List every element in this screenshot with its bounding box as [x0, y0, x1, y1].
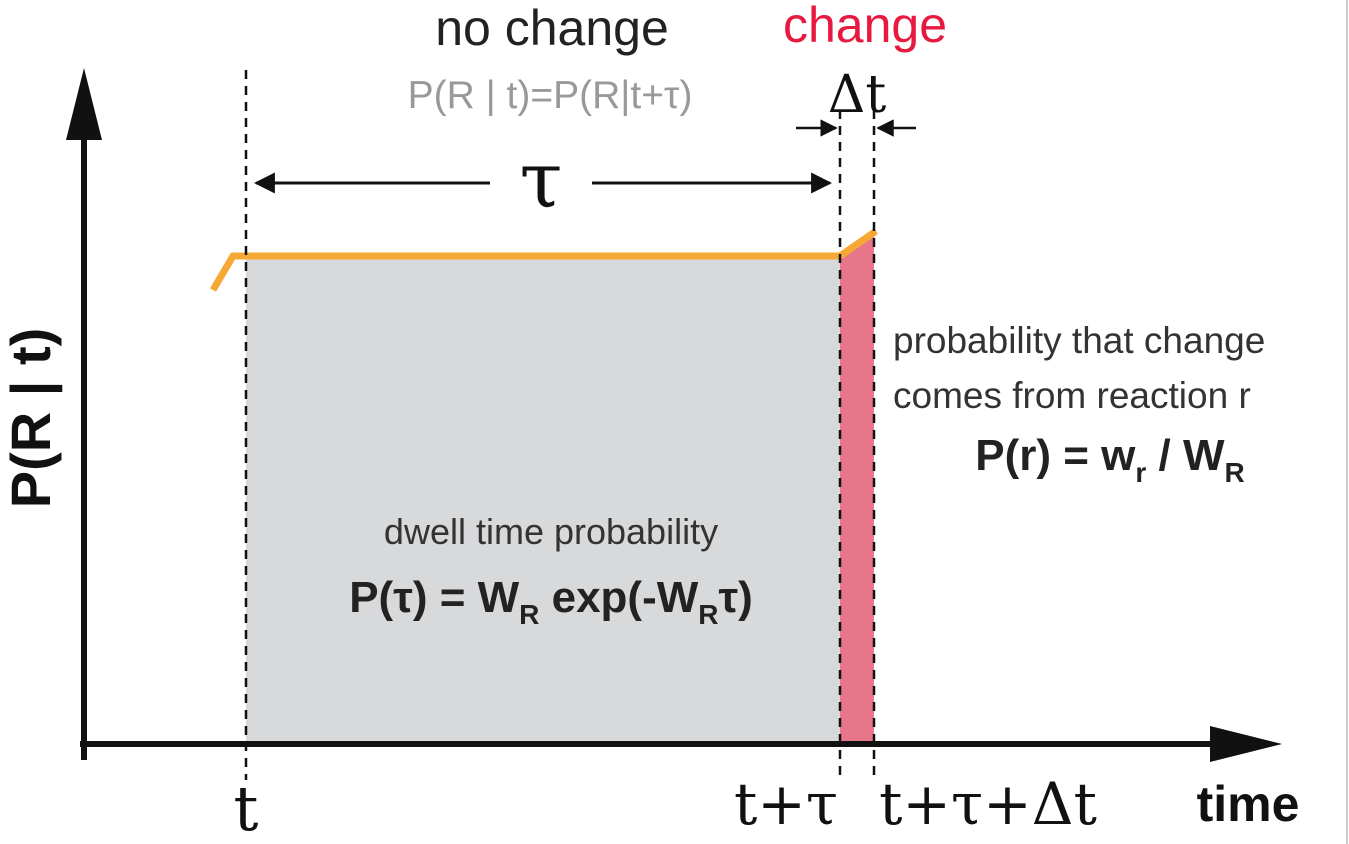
tick-label-t: t — [234, 772, 259, 844]
no-change-label: no change — [435, 0, 669, 56]
dwell-time-caption: dwell time probability — [384, 511, 718, 552]
tau-label: τ — [519, 136, 562, 226]
x-axis-label: time — [1197, 776, 1300, 832]
change-region — [840, 232, 874, 744]
tick-label-t-tau: t+τ — [734, 770, 838, 838]
y-axis-label: P(R | t) — [0, 328, 63, 509]
dwell-time-formula: P(τ) = WR exp(-WRτ) — [349, 573, 753, 630]
reaction-formula: P(r) = wr / WR — [975, 431, 1245, 488]
reaction-caption-line1: probability that change — [893, 320, 1265, 361]
tick-label-t-tau-dt: t+τ+Δt — [879, 770, 1097, 838]
delta-t-label: Δt — [828, 65, 887, 125]
change-label: change — [783, 0, 947, 53]
invariance-formula: P(R | t)=P(R|t+τ) — [408, 74, 693, 117]
probability-curve — [209, 228, 878, 292]
x-axis-arrowhead — [1210, 726, 1282, 762]
reaction-caption-line2: comes from reaction r — [893, 375, 1251, 416]
y-axis-arrowhead — [66, 68, 102, 140]
dwell-time-region — [246, 256, 840, 744]
